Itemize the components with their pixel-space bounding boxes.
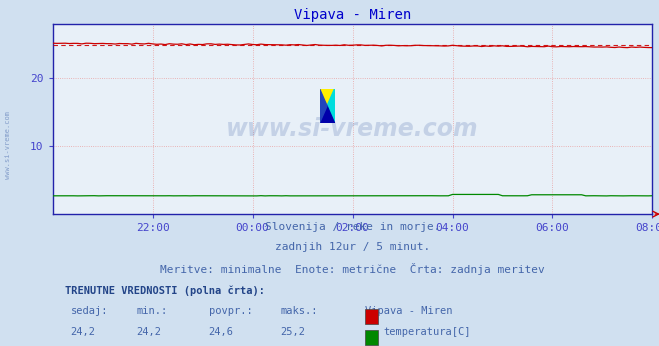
- Text: Vipava - Miren: Vipava - Miren: [364, 306, 452, 316]
- Text: povpr.:: povpr.:: [209, 306, 252, 316]
- Text: 24,2: 24,2: [136, 327, 161, 337]
- Text: temperatura[C]: temperatura[C]: [384, 327, 471, 337]
- Text: 25,2: 25,2: [281, 327, 306, 337]
- Text: 24,2: 24,2: [71, 327, 96, 337]
- Text: zadnjih 12ur / 5 minut.: zadnjih 12ur / 5 minut.: [275, 242, 430, 252]
- Text: Meritve: minimalne  Enote: metrične  Črta: zadnja meritev: Meritve: minimalne Enote: metrične Črta:…: [160, 263, 545, 275]
- Bar: [364, 330, 378, 345]
- Text: sedaj:: sedaj:: [71, 306, 108, 316]
- Title: Vipava - Miren: Vipava - Miren: [294, 8, 411, 22]
- Text: Slovenija / reke in morje.: Slovenija / reke in morje.: [265, 222, 440, 232]
- Text: www.si-vreme.com: www.si-vreme.com: [226, 117, 479, 141]
- Text: maks.:: maks.:: [281, 306, 318, 316]
- Text: min.:: min.:: [136, 306, 168, 316]
- Bar: [364, 309, 378, 324]
- Text: www.si-vreme.com: www.si-vreme.com: [5, 111, 11, 179]
- Text: TRENUTNE VREDNOSTI (polna črta):: TRENUTNE VREDNOSTI (polna črta):: [65, 285, 265, 296]
- Text: 24,6: 24,6: [209, 327, 234, 337]
